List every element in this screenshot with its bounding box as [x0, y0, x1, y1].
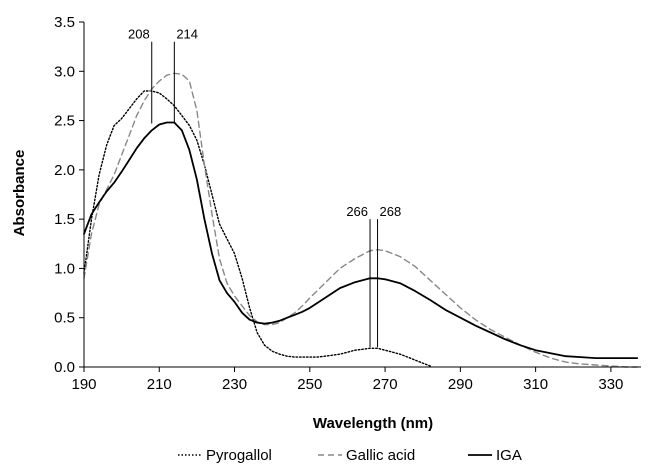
series-line-pyrogallol — [83, 90, 431, 367]
y-tick-label: 1.5 — [54, 211, 75, 228]
y-tick-label: 1.0 — [54, 260, 75, 277]
x-tick-label: 270 — [373, 376, 398, 393]
x-tick-label: 290 — [448, 376, 473, 393]
y-tick-label: 0.0 — [54, 359, 75, 376]
x-tick-label: 190 — [71, 376, 96, 393]
y-tick-label: 3.5 — [54, 14, 75, 31]
legend-label-pyrogallol: Pyrogallol — [206, 447, 272, 464]
x-axis-title: Wavelength (nm) — [313, 415, 433, 432]
x-tick-label: 310 — [523, 376, 548, 393]
x-ticks: 190 210 230 250 270 290 310 330 — [71, 367, 623, 393]
peak-label: 208 — [128, 27, 150, 42]
peak-annotations: 208 214 266 268 — [128, 27, 401, 348]
plot-lines — [83, 72, 639, 368]
series-line-gallic-acid — [83, 72, 638, 368]
x-tick-label: 250 — [297, 376, 322, 393]
legend: Pyrogallol Gallic acid IGA — [178, 447, 522, 464]
y-axis-title: Absorbance — [11, 150, 28, 237]
peak-label: 266 — [346, 204, 368, 219]
x-tick-label: 230 — [222, 376, 247, 393]
y-tick-label: 2.0 — [54, 162, 75, 179]
peak-label: 268 — [380, 204, 402, 219]
legend-label-gallic-acid: Gallic acid — [346, 447, 415, 464]
y-tick-label: 3.0 — [54, 63, 75, 80]
y-tick-label: 2.5 — [54, 113, 75, 130]
legend-label-iga: IGA — [496, 447, 522, 464]
y-tick-label: 0.5 — [54, 310, 75, 327]
x-tick-label: 330 — [598, 376, 623, 393]
axes — [83, 22, 641, 368]
series-line-iga — [83, 121, 639, 360]
y-ticks: 0.0 0.5 1.0 1.5 2.0 2.5 3.0 3.5 — [54, 14, 84, 376]
peak-label: 214 — [176, 27, 198, 42]
x-tick-label: 210 — [147, 376, 172, 393]
